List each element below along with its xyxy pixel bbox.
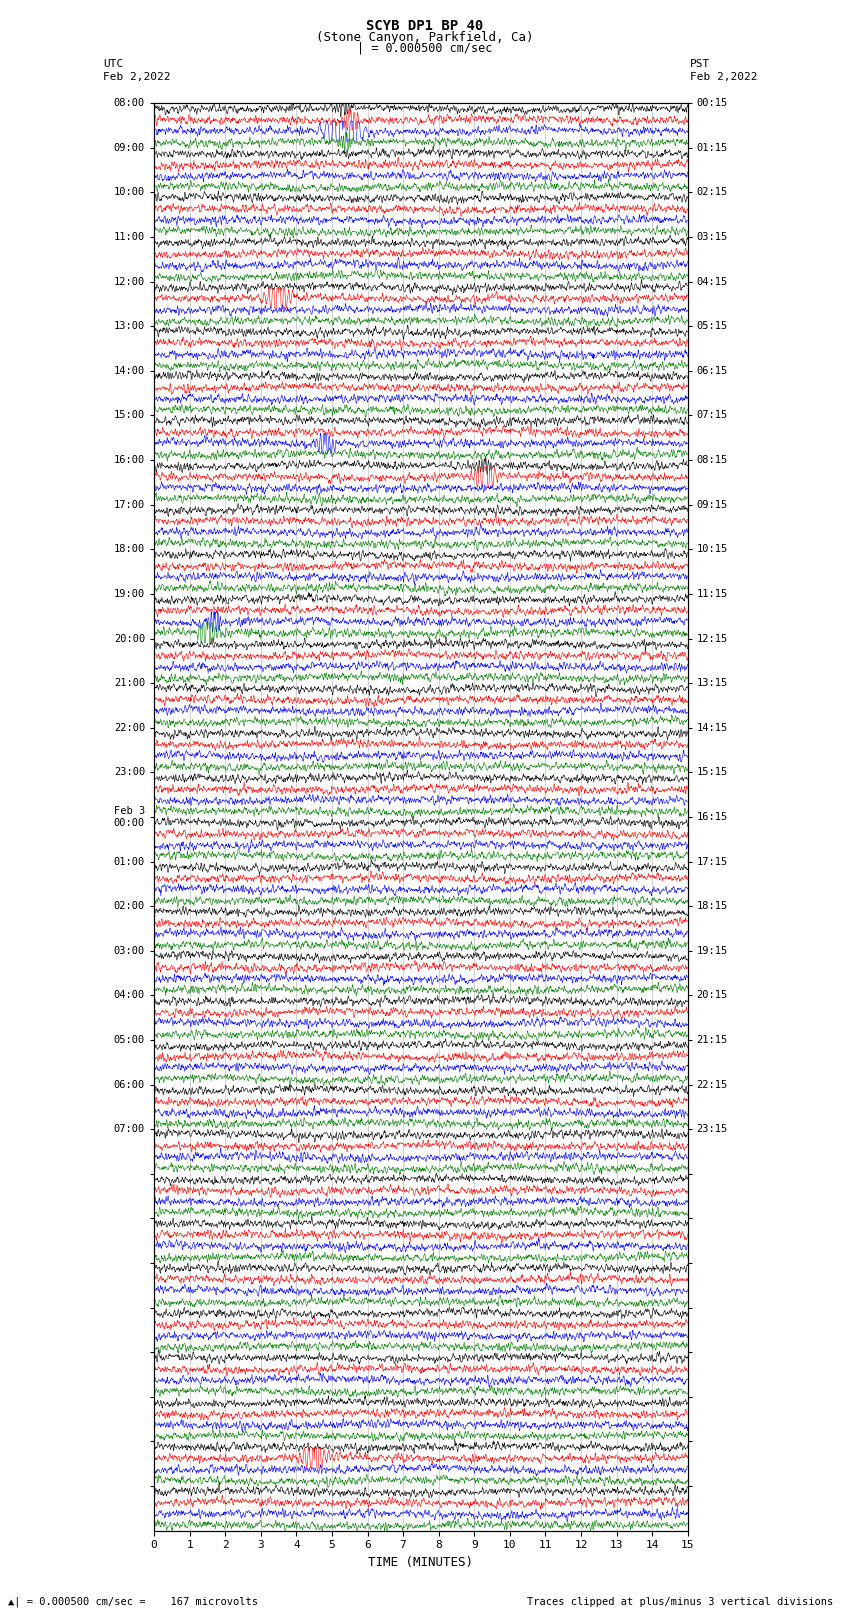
Text: Traces clipped at plus/minus 3 vertical divisions: Traces clipped at plus/minus 3 vertical …: [527, 1597, 833, 1607]
Text: UTC: UTC: [104, 60, 123, 69]
Text: Feb 2,2022: Feb 2,2022: [690, 73, 758, 82]
X-axis label: TIME (MINUTES): TIME (MINUTES): [368, 1557, 473, 1569]
Text: | = 0.000500 cm/sec: | = 0.000500 cm/sec: [357, 42, 493, 55]
Text: (Stone Canyon, Parkfield, Ca): (Stone Canyon, Parkfield, Ca): [316, 31, 534, 44]
Text: Feb 2,2022: Feb 2,2022: [104, 73, 171, 82]
Text: SCYB DP1 BP 40: SCYB DP1 BP 40: [366, 19, 484, 34]
Text: ▲| = 0.000500 cm/sec =    167 microvolts: ▲| = 0.000500 cm/sec = 167 microvolts: [8, 1595, 258, 1607]
Text: PST: PST: [690, 60, 711, 69]
